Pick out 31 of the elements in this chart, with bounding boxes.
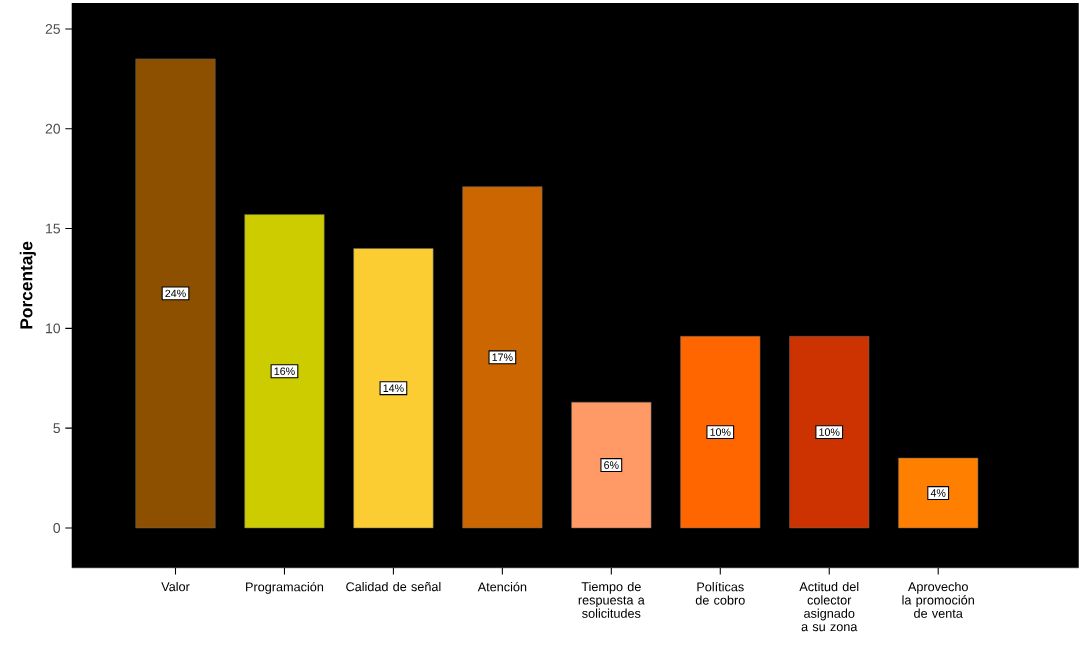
y-tick-label: 10 — [46, 323, 61, 334]
y-tick-label: 0 — [53, 523, 61, 533]
x-tick-label: Tiempo de respuesta a solicitudes — [578, 581, 645, 618]
bar — [244, 214, 325, 529]
x-tick-label: Políticas de cobro — [695, 581, 745, 605]
x-tick-label: Valor — [161, 581, 190, 592]
data-label: 10% — [710, 428, 731, 436]
x-tick-label: Calidad de señal — [346, 581, 441, 592]
bar — [571, 402, 652, 529]
bar — [680, 336, 761, 529]
y-tick-label: 25 — [45, 24, 61, 34]
y-axis-title: Porcentaje — [19, 241, 36, 329]
bar — [353, 248, 434, 529]
data-label: 24% — [165, 289, 186, 298]
bar — [462, 186, 543, 529]
bar — [789, 336, 870, 529]
data-label: 14% — [383, 384, 404, 393]
data-label: 16% — [274, 367, 295, 376]
x-tick-label: Aprovecho la promoción de venta — [902, 581, 974, 618]
data-label: 10% — [819, 428, 840, 436]
x-tick-label: Programación — [246, 581, 324, 594]
y-tick-label: 20 — [45, 123, 61, 134]
x-tick-label: Actitud del colector asignado a su zona — [799, 581, 859, 632]
data-label: 4% — [930, 489, 946, 497]
data-label: 17% — [492, 353, 513, 362]
x-tick-label: Atención — [477, 581, 527, 592]
y-tick-label: 5 — [53, 423, 61, 434]
data-label: 6% — [604, 461, 619, 469]
bar — [898, 457, 979, 529]
bar — [135, 58, 216, 529]
y-tick-label: 15 — [46, 223, 61, 234]
